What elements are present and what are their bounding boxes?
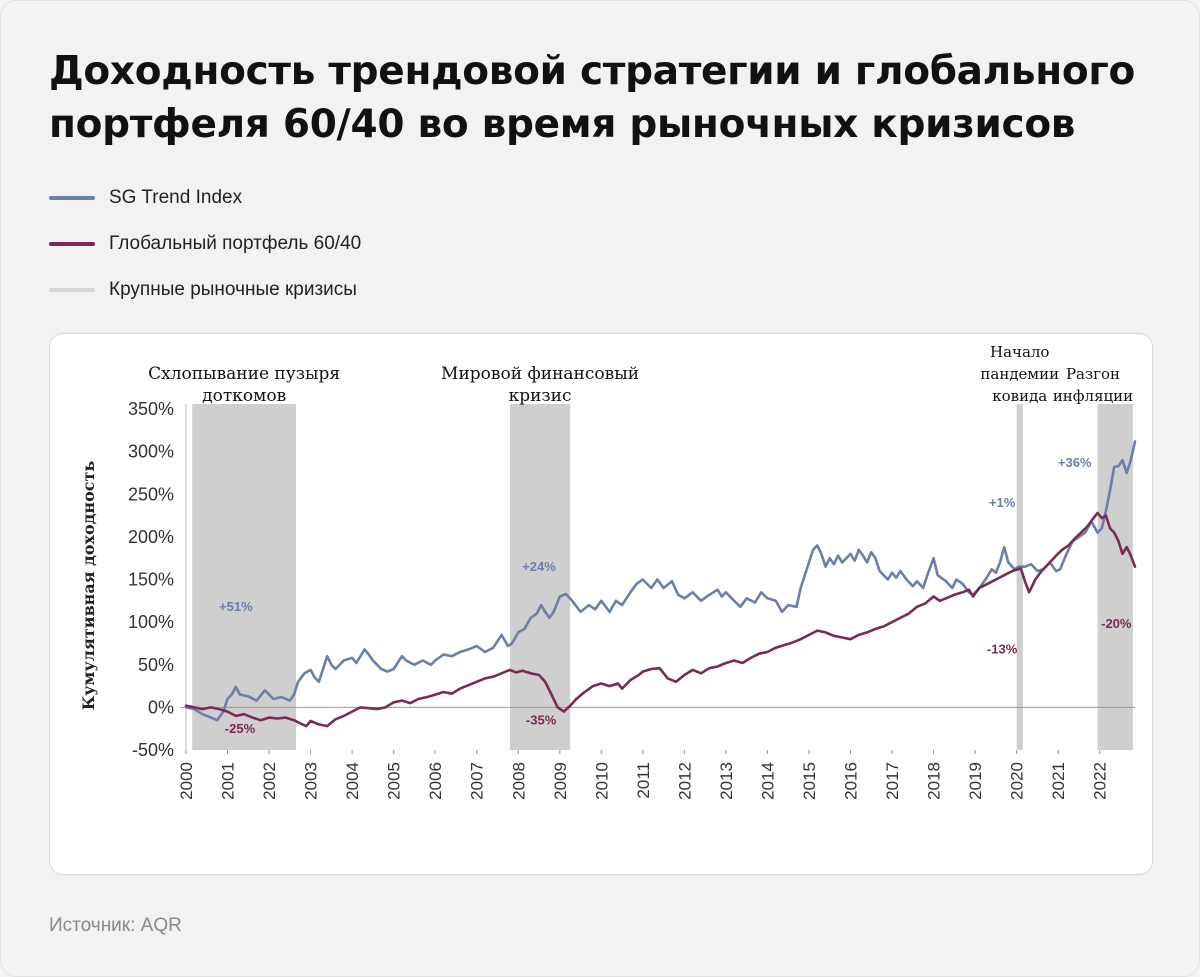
crisis-label-3-line-3: ковида bbox=[992, 387, 1047, 405]
crisis-portfolio-return-3: -13% bbox=[987, 642, 1018, 657]
x-tick-label-9: 2009 bbox=[551, 762, 570, 800]
crisis-label-4-line-2: инфляции bbox=[1053, 387, 1133, 405]
x-tick-label-12: 2012 bbox=[675, 762, 694, 800]
crisis-label-2-line-1: Мировой финансовый bbox=[441, 364, 639, 384]
x-tick-label-19: 2019 bbox=[966, 762, 985, 800]
x-tick-label-22: 2022 bbox=[1091, 762, 1110, 800]
crisis-band-1 bbox=[192, 404, 297, 750]
crisis-band-4 bbox=[1097, 404, 1133, 750]
x-tick-label-15: 2015 bbox=[800, 762, 819, 800]
y-tick-label-0: 350% bbox=[128, 399, 174, 419]
crisis-trend-return-2: +24% bbox=[522, 559, 556, 574]
title-line-2: портфеля 60/40 во время рыночных кризисо… bbox=[49, 102, 1076, 147]
x-tick-label-10: 2010 bbox=[592, 762, 611, 800]
chart-svg: 350% 300% 250% 200% 150% 100% 50% 0% -50%2000 200… bbox=[79, 343, 1137, 800]
y-tick-label-4: 150% bbox=[128, 570, 174, 590]
crisis-portfolio-return-1: -25% bbox=[225, 721, 256, 736]
y-tick-label-2: 250% bbox=[128, 484, 174, 504]
legend-item-trend: SG Trend Index bbox=[49, 175, 361, 221]
legend-swatch-trend bbox=[49, 196, 95, 200]
crisis-label-4-line-1: Разгон bbox=[1066, 365, 1120, 383]
crisis-label-2-line-2: кризис bbox=[509, 386, 572, 406]
x-tick-label-4: 2004 bbox=[343, 762, 362, 800]
legend-item-crises: Крупные рыночные кризисы bbox=[49, 267, 361, 313]
x-tick-label-13: 2013 bbox=[717, 762, 736, 800]
y-axis-title: Кумулятивная доходность bbox=[79, 461, 98, 711]
x-tick-label-8: 2008 bbox=[509, 762, 528, 800]
y-tick-label-1: 300% bbox=[128, 442, 174, 462]
crisis-label-3-line-1: Начало bbox=[990, 343, 1049, 361]
x-tick-label-0: 2000 bbox=[177, 762, 196, 800]
x-tick-label-3: 2003 bbox=[302, 762, 321, 800]
y-tick-label-8: -50% bbox=[132, 740, 174, 760]
x-tick-label-16: 2016 bbox=[842, 762, 861, 800]
portfolio-line bbox=[184, 511, 1137, 728]
crisis-portfolio-return-4: -20% bbox=[1101, 616, 1132, 631]
title-line-1: Доходность трендовой стратегии и глобаль… bbox=[49, 49, 1135, 94]
crisis-label-1-line-1: Схлопывание пузыря bbox=[148, 364, 340, 384]
crisis-band-3 bbox=[1016, 404, 1023, 750]
crisis-trend-return-1: +51% bbox=[219, 599, 253, 614]
legend-label-trend: SG Trend Index bbox=[109, 187, 243, 208]
x-tick-label-18: 2018 bbox=[925, 762, 944, 800]
y-tick-label-3: 200% bbox=[128, 527, 174, 547]
trend-index-line bbox=[184, 440, 1137, 722]
x-tick-label-21: 2021 bbox=[1049, 762, 1068, 800]
crisis-label-1-line-2: доткомов bbox=[202, 386, 286, 406]
legend-swatch-portfolio bbox=[49, 242, 95, 246]
x-tick-label-17: 2017 bbox=[883, 762, 902, 800]
x-tick-label-5: 2005 bbox=[385, 762, 404, 800]
crisis-portfolio-return-2: -35% bbox=[526, 712, 557, 727]
x-tick-label-2: 2002 bbox=[260, 762, 279, 800]
legend-label-portfolio: Глобальный портфель 60/40 bbox=[109, 233, 362, 254]
crisis-trend-return-4: +36% bbox=[1058, 455, 1092, 470]
x-tick-label-1: 2001 bbox=[219, 762, 238, 800]
y-tick-label-5: 100% bbox=[128, 612, 174, 632]
crisis-trend-return-3: +1% bbox=[989, 495, 1016, 510]
source-note: Источник: AQR bbox=[49, 915, 182, 936]
x-tick-label-20: 2020 bbox=[1008, 762, 1027, 800]
legend-swatch-crises bbox=[49, 288, 95, 292]
x-tick-label-11: 2011 bbox=[634, 762, 653, 799]
crisis-label-3-line-2: пандемии bbox=[980, 365, 1059, 383]
crisis-band-2 bbox=[509, 404, 571, 750]
y-tick-label-6: 50% bbox=[138, 655, 174, 675]
chart-container: 350% 300% 250% 200% 150% 100% 50% 0% -50% 2000 200… bbox=[49, 333, 1153, 875]
legend: SG Trend Index Глобальный портфель 60/40… bbox=[49, 175, 361, 313]
x-tick-label-14: 2014 bbox=[758, 762, 777, 800]
x-tick-label-6: 2006 bbox=[426, 762, 445, 800]
y-tick-label-7: 0% bbox=[148, 697, 174, 717]
legend-item-portfolio: Глобальный портфель 60/40 bbox=[49, 221, 361, 267]
legend-label-crises: Крупные рыночные кризисы bbox=[109, 279, 357, 300]
x-tick-label-7: 2007 bbox=[468, 762, 487, 800]
page-title: Доходность трендовой стратегии и глобаль… bbox=[49, 45, 1149, 151]
